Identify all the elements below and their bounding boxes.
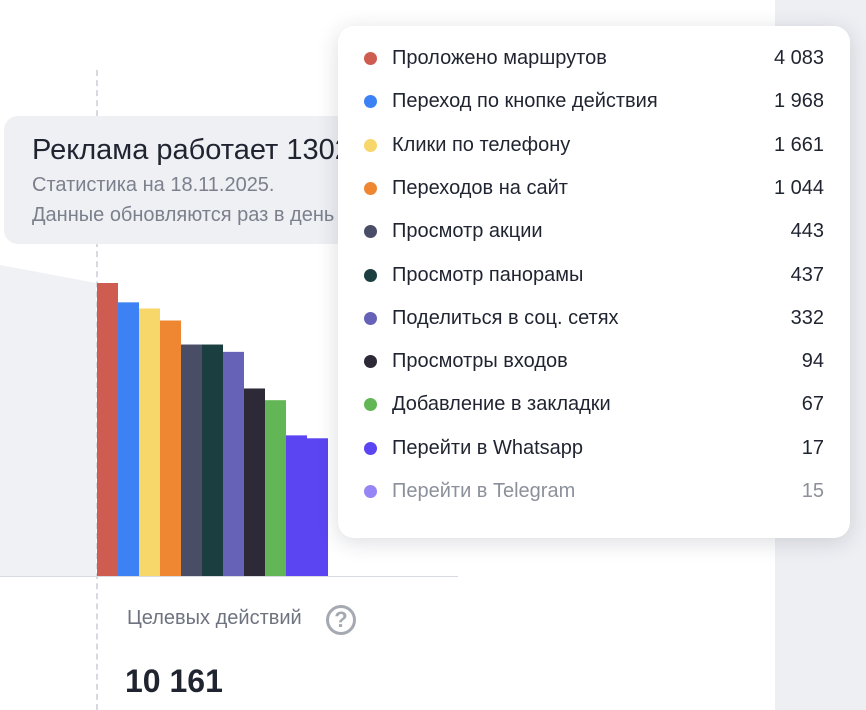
legend-dot-icon — [364, 225, 377, 239]
bar-5[interactable] — [181, 344, 202, 576]
legend-label: Перейти в Telegram — [392, 480, 576, 502]
legend-value: 437 — [790, 263, 824, 286]
legend-label: Просмотр панорамы — [392, 263, 584, 286]
legend-value: 94 — [801, 350, 824, 373]
legend-label: Переходов на сайт — [392, 176, 568, 199]
bar-4[interactable] — [160, 320, 181, 576]
legend-label: Клики по телефону — [392, 133, 571, 156]
legend-value: 15 — [801, 480, 824, 502]
legend-item: Поделиться в соц. сетях 332 — [338, 303, 850, 333]
legend-item: Просмотр панорамы 437 — [338, 260, 850, 290]
legend-item: Перейти в Whatsapp 17 — [338, 433, 850, 463]
legend-label: Добавление в закладки — [392, 393, 611, 416]
bar-10[interactable] — [286, 435, 307, 576]
bar-1[interactable] — [97, 283, 118, 576]
legend-dot-icon — [364, 398, 377, 412]
legend-value: 1 661 — [773, 133, 824, 156]
legend-value: 1 968 — [773, 90, 824, 113]
legend-value: 443 — [790, 220, 824, 243]
legend-dot-icon — [364, 95, 377, 109]
bar-6[interactable] — [202, 344, 223, 576]
legend-dot-icon — [364, 268, 377, 282]
legend-label: Перейти в Whatsapp — [392, 436, 584, 459]
legend-item: Перейти в Telegram 15 — [338, 476, 850, 506]
bar-8[interactable] — [244, 388, 265, 576]
bar-2[interactable] — [118, 302, 139, 576]
bar-7[interactable] — [223, 351, 244, 576]
legend-value: 332 — [790, 306, 824, 329]
legend-item: Просмотры входов 94 — [338, 346, 850, 376]
chart-tooltip-legend: Проложено маршрутов 4 083 Переход по кнопк… — [338, 26, 850, 538]
legend-item: Переход по кнопке действия 1 968 — [338, 86, 850, 116]
banner-stats-date: Статистика на 18.11.2025. — [32, 174, 275, 196]
legend-label: Переход по кнопке действия — [392, 90, 658, 113]
background-area-wedge — [0, 265, 96, 576]
legend-item: Проложено маршрутов 4 083 — [338, 43, 850, 73]
metric-label: Целевых действий — [127, 607, 302, 629]
legend-dot-icon — [364, 485, 377, 498]
info-banner: Реклама работает 1302 Статистика на 18.1… — [4, 116, 364, 244]
bar-9[interactable] — [265, 400, 286, 576]
legend-value: 17 — [801, 436, 824, 459]
legend-item: Клики по телефону 1 661 — [338, 130, 850, 160]
legend-item: Просмотр акции 443 — [338, 216, 850, 246]
legend-value: 4 083 — [773, 47, 824, 69]
banner-update-note: Данные обновляются раз в день — [32, 204, 335, 226]
legend-dot-icon — [364, 311, 377, 325]
bar-3[interactable] — [139, 308, 160, 576]
chart-baseline — [0, 576, 458, 577]
banner-title: Реклама работает 1302 — [32, 134, 351, 166]
legend-item: Переходов на сайт 1 044 — [338, 173, 850, 203]
bar-11[interactable] — [307, 438, 328, 576]
legend-label: Просмотр акции — [392, 220, 543, 243]
legend-label: Поделиться в соц. сетях — [392, 306, 619, 329]
legend-dot-icon — [364, 441, 377, 455]
legend-dot-icon — [364, 138, 377, 152]
legend-item: Добавление в закладки 67 — [338, 389, 850, 419]
legend-label: Просмотры входов — [392, 350, 568, 373]
legend-dot-icon — [364, 355, 377, 369]
legend-value: 67 — [801, 393, 824, 416]
legend-dot-icon — [364, 52, 377, 65]
question-circle-icon[interactable]: ? — [326, 605, 356, 635]
metric-value: 10 161 — [125, 663, 223, 699]
bar-chart[interactable] — [0, 0, 460, 580]
legend-label: Проложено маршрутов — [392, 47, 607, 69]
legend-value: 1 044 — [773, 176, 824, 199]
legend-dot-icon — [364, 181, 377, 195]
